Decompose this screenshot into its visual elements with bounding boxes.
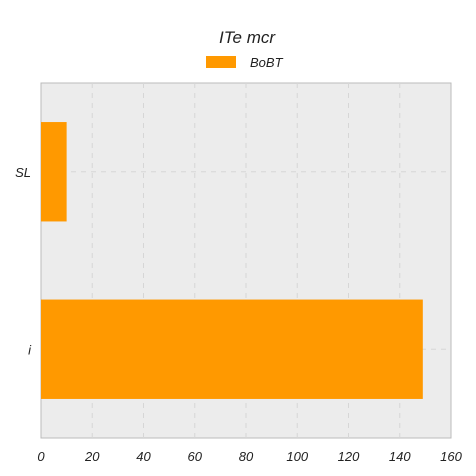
bar <box>41 122 67 221</box>
x-tick-label: 40 <box>136 449 151 464</box>
y-tick-label: SL <box>15 165 31 180</box>
legend-label: BoBT <box>250 55 284 70</box>
y-axis-ticks: SL i <box>15 165 32 358</box>
legend: BoBT <box>206 55 284 70</box>
x-tick-label: 140 <box>389 449 411 464</box>
x-tick-label: 60 <box>188 449 203 464</box>
x-tick-label: 20 <box>84 449 100 464</box>
y-tick-label: i <box>28 342 32 357</box>
x-tick-label: 0 <box>37 449 45 464</box>
x-tick-label: 80 <box>239 449 254 464</box>
x-tick-label: 100 <box>286 449 308 464</box>
legend-swatch <box>206 56 236 68</box>
bar <box>41 300 423 399</box>
chart-title: ITe mcr <box>219 28 276 47</box>
x-axis-ticks: 0 20 40 60 80 100 120 140 160 <box>37 449 462 464</box>
x-tick-label: 160 <box>440 449 462 464</box>
x-tick-label: 120 <box>338 449 360 464</box>
